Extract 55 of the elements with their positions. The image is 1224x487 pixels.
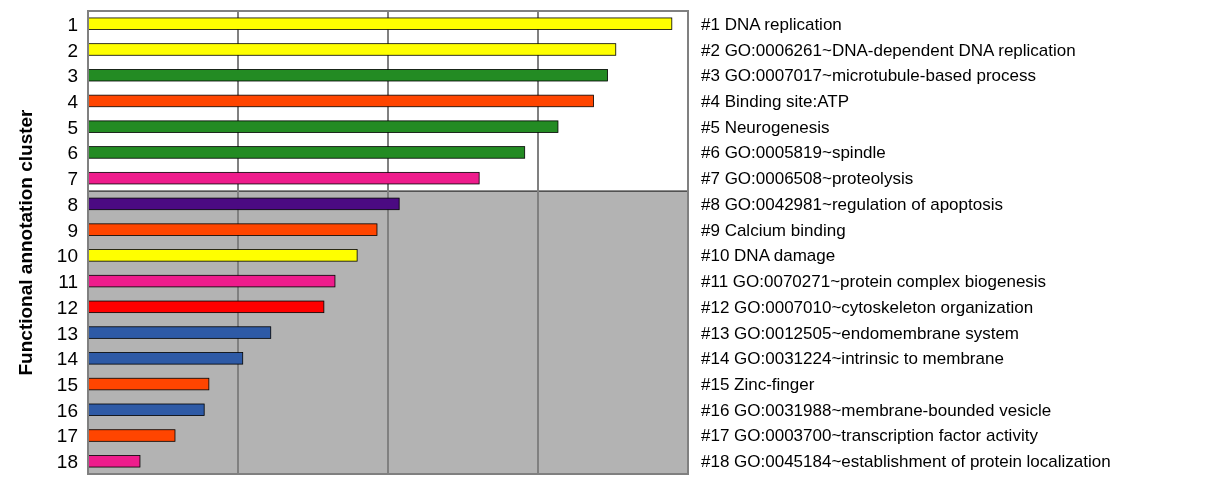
y-tick-label: 7 [67,168,78,190]
text: #7 GO:0006508~proteolysis [701,169,914,189]
text: #13 GO:0012505~endomembrane system [701,323,1020,343]
bar [87,171,480,185]
bar [87,249,358,262]
text: #2 GO:0006261~DNA-dependent DNA replication [701,40,1076,60]
y-tick-label: 5 [67,116,78,138]
y-tick-label: 1 [67,13,78,35]
y-tick-label: 14 [56,348,79,370]
y-tick-label: 6 [67,142,78,164]
y-tick-label: 12 [56,296,78,318]
text: #1 DNA replication [701,14,842,34]
bar [87,69,608,82]
bar [87,274,336,288]
y-tick-label: 8 [67,193,78,215]
text: #6 GO:0005819~spindle [701,143,886,163]
y-tick-label: 18 [56,451,78,473]
text: #10 DNA damage [701,246,836,266]
y-tick-label: 2 [67,39,78,61]
y-tick-label: 3 [67,65,78,87]
bar [87,120,559,133]
y-axis-title: Functional annotation cluster [15,108,36,376]
y-tick-label: 10 [56,245,78,267]
text: #12 GO:0007010~cytoskeleton organization [701,297,1034,317]
y-tick-label: 17 [56,425,78,447]
bar [87,223,378,236]
bar [87,326,272,339]
bar [87,17,673,30]
y-tick-label: 4 [67,91,79,113]
text: #4 Binding site:ATP [701,92,850,112]
bar [87,403,205,416]
bar [87,197,400,211]
y-tick-label: 16 [56,399,78,421]
text: #9 Calcium binding [701,220,846,240]
text: #15 Zinc-finger [701,374,815,394]
y-tick-label: 15 [56,373,78,395]
y-tick-label: 9 [67,219,78,241]
bar [87,455,141,468]
bar [87,352,244,365]
text: #16 GO:0031988~membrane-bounded vesicle [701,400,1052,420]
text: #8 GO:0042981~regulation of apoptosis [701,194,1003,214]
bar [87,43,617,56]
text: #17 GO:0003700~transcription factor activity [701,426,1039,446]
bar [87,429,176,442]
bar [87,146,526,159]
bar [87,94,594,108]
bar [87,300,325,314]
bar [87,377,210,391]
y-tick-label: 13 [56,322,78,344]
text: #14 GO:0031224~intrinsic to membrane [701,349,1004,369]
text: #18 GO:0045184~establishment of protein localization [701,452,1111,472]
text: #5 Neurogenesis [701,117,830,137]
text: #11 GO:0070271~protein complex biogenesis [701,272,1047,292]
y-tick-label: 11 [58,271,78,293]
text: #3 GO:0007017~microtubule-based process [701,66,1037,86]
